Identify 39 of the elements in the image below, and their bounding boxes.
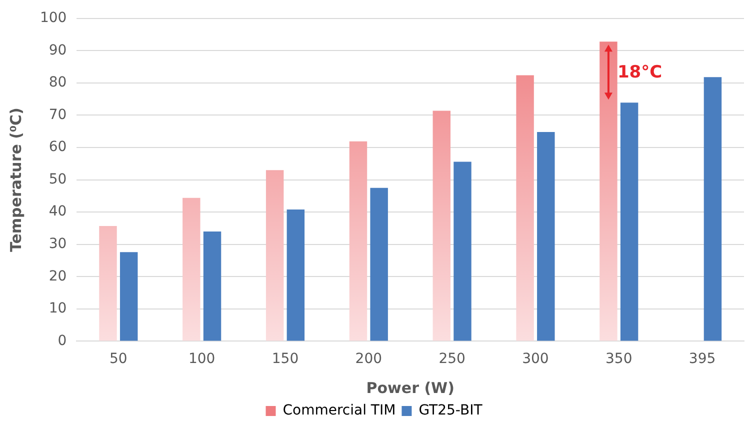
y-tick-label: 90 — [48, 42, 67, 58]
x-tick-label: 300 — [522, 351, 549, 368]
y-tick-label: 100 — [40, 10, 67, 26]
y-tick-label: 20 — [48, 268, 67, 284]
x-tick-label: 395 — [688, 351, 716, 368]
bar — [182, 198, 200, 341]
y-tick-label: 10 — [48, 300, 67, 317]
bar — [516, 75, 534, 341]
bar — [432, 110, 450, 341]
legend-label: Commercial TIM — [282, 402, 396, 419]
y-tick-label: 50 — [48, 171, 67, 188]
bar — [370, 188, 388, 341]
y-tick-label: 30 — [48, 236, 67, 252]
x-tick-label: 100 — [188, 351, 216, 368]
bar — [99, 226, 117, 341]
y-tick-label: 60 — [48, 139, 67, 156]
y-tick-label: 80 — [48, 74, 67, 91]
x-tick-label: 200 — [355, 351, 382, 368]
x-tick-label: 350 — [606, 351, 632, 368]
y-tick-label: 0 — [58, 332, 67, 349]
x-tick-label: 150 — [272, 351, 299, 368]
bar — [454, 162, 472, 341]
bar — [266, 170, 284, 341]
bar — [286, 210, 305, 341]
x-tick-label: 50 — [110, 351, 128, 368]
x-tick-label: 250 — [438, 351, 466, 368]
bar — [600, 42, 618, 341]
x-axis-title: Power (W) — [366, 378, 454, 397]
bar — [620, 102, 638, 341]
bar — [203, 231, 222, 341]
y-tick-label: 40 — [48, 204, 67, 220]
y-axis-title: Temperature (⁰C) — [6, 108, 25, 252]
bar — [704, 77, 722, 341]
annotation: 18°C — [617, 62, 662, 83]
legend-label: GT25-BIT — [418, 402, 483, 419]
bar — [537, 132, 555, 341]
y-tick-label: 70 — [48, 106, 67, 123]
bar — [349, 141, 368, 341]
bar — [120, 252, 138, 341]
